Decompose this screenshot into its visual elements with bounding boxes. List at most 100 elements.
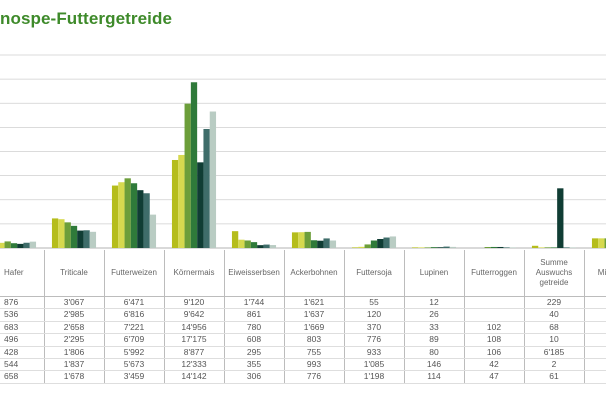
bar [184,103,191,249]
bar [550,247,558,248]
gridlines [0,54,606,249]
table-cell: 229 [523,296,584,310]
table-cell: 608 [223,333,284,347]
bar [250,242,258,248]
bar [557,188,564,248]
table-cell: 370 [343,321,404,335]
bar [111,185,119,248]
bar [51,218,59,248]
table-cell: 6'816 [103,308,164,322]
bar [389,236,397,248]
bar [323,238,330,248]
table-cell: 7'221 [103,321,164,335]
table-cell: 47 [463,370,524,384]
bar [17,243,24,248]
table-cell: 1'837 [43,358,104,372]
bar [563,247,570,248]
table-cell: 9'642 [163,308,224,322]
table-cell: 2 [523,358,584,372]
bar [304,231,311,248]
table-cell: 6'185 [523,346,584,360]
table-cell: 1'806 [43,346,104,360]
column-header: Futterroggen [463,250,524,297]
table-cell: 33 [403,321,464,335]
table-cell: 1'678 [43,370,104,384]
table-cell: 106 [463,346,524,360]
table-cell: 5'673 [103,358,164,372]
table-cell: 536 [0,308,44,322]
bar [291,232,299,248]
table-cell: 544 [0,358,44,372]
bar [190,82,198,248]
bar [351,247,359,248]
bar [178,154,185,248]
table-cell: 8'877 [163,346,224,360]
table-cell: 120 [343,308,404,322]
bar [29,241,37,248]
table-cell: 6 [583,346,606,360]
table-cell: 17'175 [163,333,224,347]
column-header: Hafer [0,250,44,297]
table-cell: 1 [583,358,606,372]
bar [0,242,5,248]
bar [490,246,498,248]
bar [64,222,71,248]
table-cell: 295 [223,346,284,360]
table-cell: 80 [403,346,464,360]
bar [598,238,605,248]
table-cell: 9'120 [163,296,224,310]
table-cell: 1 [583,308,606,322]
bar [197,162,204,248]
table-cell: 1'637 [283,308,344,322]
bar [449,246,457,248]
table-cell: 3'067 [43,296,104,310]
table-cell: 68 [523,321,584,335]
column-header: Summe Auswuchs getreide [523,250,584,297]
bar [137,190,144,248]
table-cell: 1 [583,370,606,384]
table-cell: 876 [0,296,44,310]
bar [269,245,277,248]
table-cell: 993 [283,358,344,372]
table-cell: 1 [583,333,606,347]
column-header: Körnermais [163,250,224,297]
bar [23,242,30,248]
bar [497,246,504,248]
table-cell [463,308,524,322]
bar [83,230,90,248]
table-header-row: Hafer Triticale Futterweizen Körnermais Eiwe… [0,250,606,297]
bars [0,82,606,249]
table-cell: 14'142 [163,370,224,384]
table-cell: 89 [403,333,464,347]
bar [143,193,150,248]
bar [364,244,371,248]
column-header: Futterweizen [103,250,164,297]
bar [538,247,545,248]
table-cell: 496 [0,333,44,347]
table-cell: 61 [523,370,584,384]
table-cell: 2'985 [43,308,104,322]
table-cell: 933 [343,346,404,360]
bar [383,237,390,248]
table-cell: 12'333 [163,358,224,372]
bar [231,231,239,248]
table-cell: 428 [0,346,44,360]
bar [203,128,210,248]
table-cell: 1'085 [343,358,404,372]
table-cell [583,296,606,310]
table-cell: 780 [223,321,284,335]
bar [263,244,270,248]
table-cell: 2'295 [43,333,104,347]
column-header: Futtersoja [343,250,404,297]
table-cell: 861 [223,308,284,322]
table-cell: 14'956 [163,321,224,335]
table-cell: 10 [523,333,584,347]
table-cell: 803 [283,333,344,347]
bar [244,240,251,248]
bar [358,246,365,248]
table-cell: 755 [283,346,344,360]
table-cell: 55 [343,296,404,310]
